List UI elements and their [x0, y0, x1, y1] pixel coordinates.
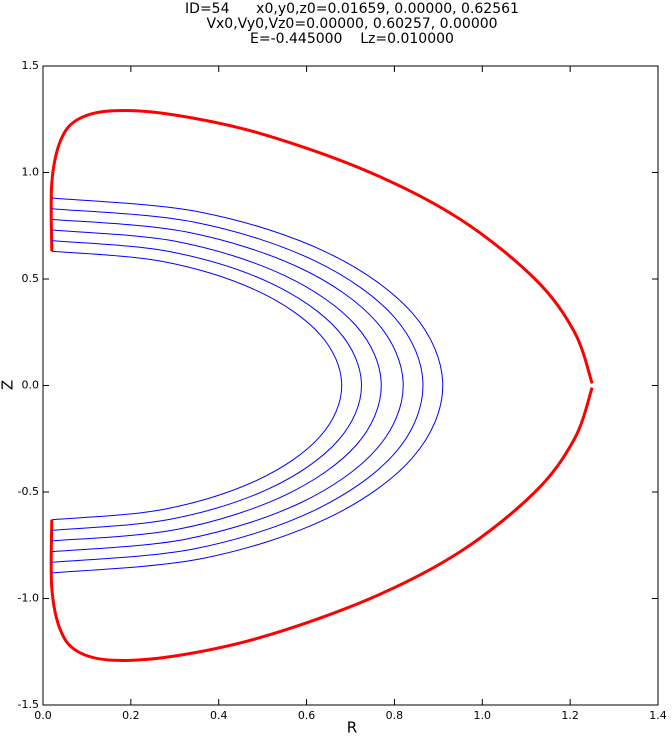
chart-title: Vx0,Vy0,Vz0=0.00000, 0.60257, 0.00000	[206, 16, 497, 32]
x-tick-label: 0.6	[298, 709, 316, 722]
orbit-line	[51, 240, 362, 531]
y-tick-label: -0.5	[18, 485, 39, 498]
y-tick-label: 0.5	[22, 272, 40, 285]
x-tick-label: 0.8	[386, 709, 404, 722]
orbit-line	[51, 197, 444, 574]
y-tick-label: 0.0	[22, 379, 40, 392]
y-tick-label: 1.0	[22, 166, 40, 179]
chart-title: ID=54 x0,y0,z0=0.01659, 0.00000, 0.62561	[185, 1, 519, 17]
orbit-line	[51, 250, 343, 521]
orbit-line	[51, 208, 424, 563]
x-tick-label: 1.2	[561, 709, 579, 722]
orbit-line	[49, 109, 594, 662]
orbit-line	[51, 218, 404, 553]
chart-title: E=-0.445000 Lz=0.010000	[250, 31, 454, 47]
x-tick-label: 0.4	[210, 709, 228, 722]
x-tick-label: 1.0	[474, 709, 492, 722]
y-tick-label: 1.5	[22, 59, 40, 72]
plot-frame	[42, 65, 659, 706]
y-tick-label: -1.0	[18, 592, 39, 605]
x-axis-label: R	[347, 719, 357, 736]
x-tick-label: 1.4	[649, 709, 667, 722]
x-tick-label: 0.0	[34, 709, 52, 722]
x-tick-label: 0.2	[122, 709, 140, 722]
orbit-line	[51, 229, 382, 542]
y-tick-label: -1.5	[18, 698, 39, 711]
y-axis-label: Z	[0, 380, 17, 390]
